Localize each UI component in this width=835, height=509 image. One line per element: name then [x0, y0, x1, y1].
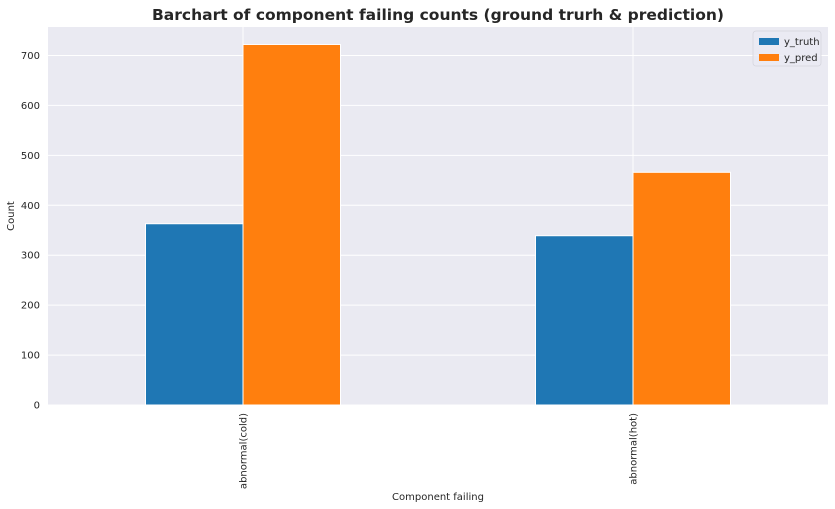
x-axis-ticks: abnormal(cold) abnormal(hot) — [239, 413, 640, 489]
y-tick-label: 500 — [21, 151, 40, 162]
y-axis-label: Count — [6, 201, 17, 231]
legend: y_truth y_pred — [752, 30, 822, 67]
bars — [145, 43, 731, 406]
chart-title: Barchart of component failing counts (gr… — [152, 6, 724, 24]
x-tick-label: abnormal(hot) — [629, 413, 640, 485]
bar-y_pred-abnormal(cold) — [242, 43, 341, 406]
x-axis-label: Component failing — [392, 492, 484, 503]
legend-label-y_truth: y_truth — [784, 37, 820, 48]
y-axis-ticks: 0 100 200 300 400 500 600 700 — [21, 51, 40, 412]
y-tick-label: 700 — [21, 51, 40, 62]
legend-swatch-y_truth — [759, 38, 779, 45]
x-tick-label: abnormal(cold) — [239, 413, 250, 489]
y-tick-label: 400 — [21, 201, 40, 212]
bar-y_truth-abnormal(cold) — [145, 223, 244, 406]
y-tick-label: 300 — [21, 251, 40, 262]
bar-y_pred-abnormal(hot) — [632, 171, 731, 406]
y-tick-label: 0 — [34, 401, 40, 412]
legend-label-y_pred: y_pred — [784, 53, 818, 64]
y-tick-label: 600 — [21, 101, 40, 112]
legend-swatch-y_pred — [759, 54, 779, 61]
y-tick-label: 100 — [21, 351, 40, 362]
y-tick-label: 200 — [21, 301, 40, 312]
bar-y_truth-abnormal(hot) — [535, 235, 634, 406]
